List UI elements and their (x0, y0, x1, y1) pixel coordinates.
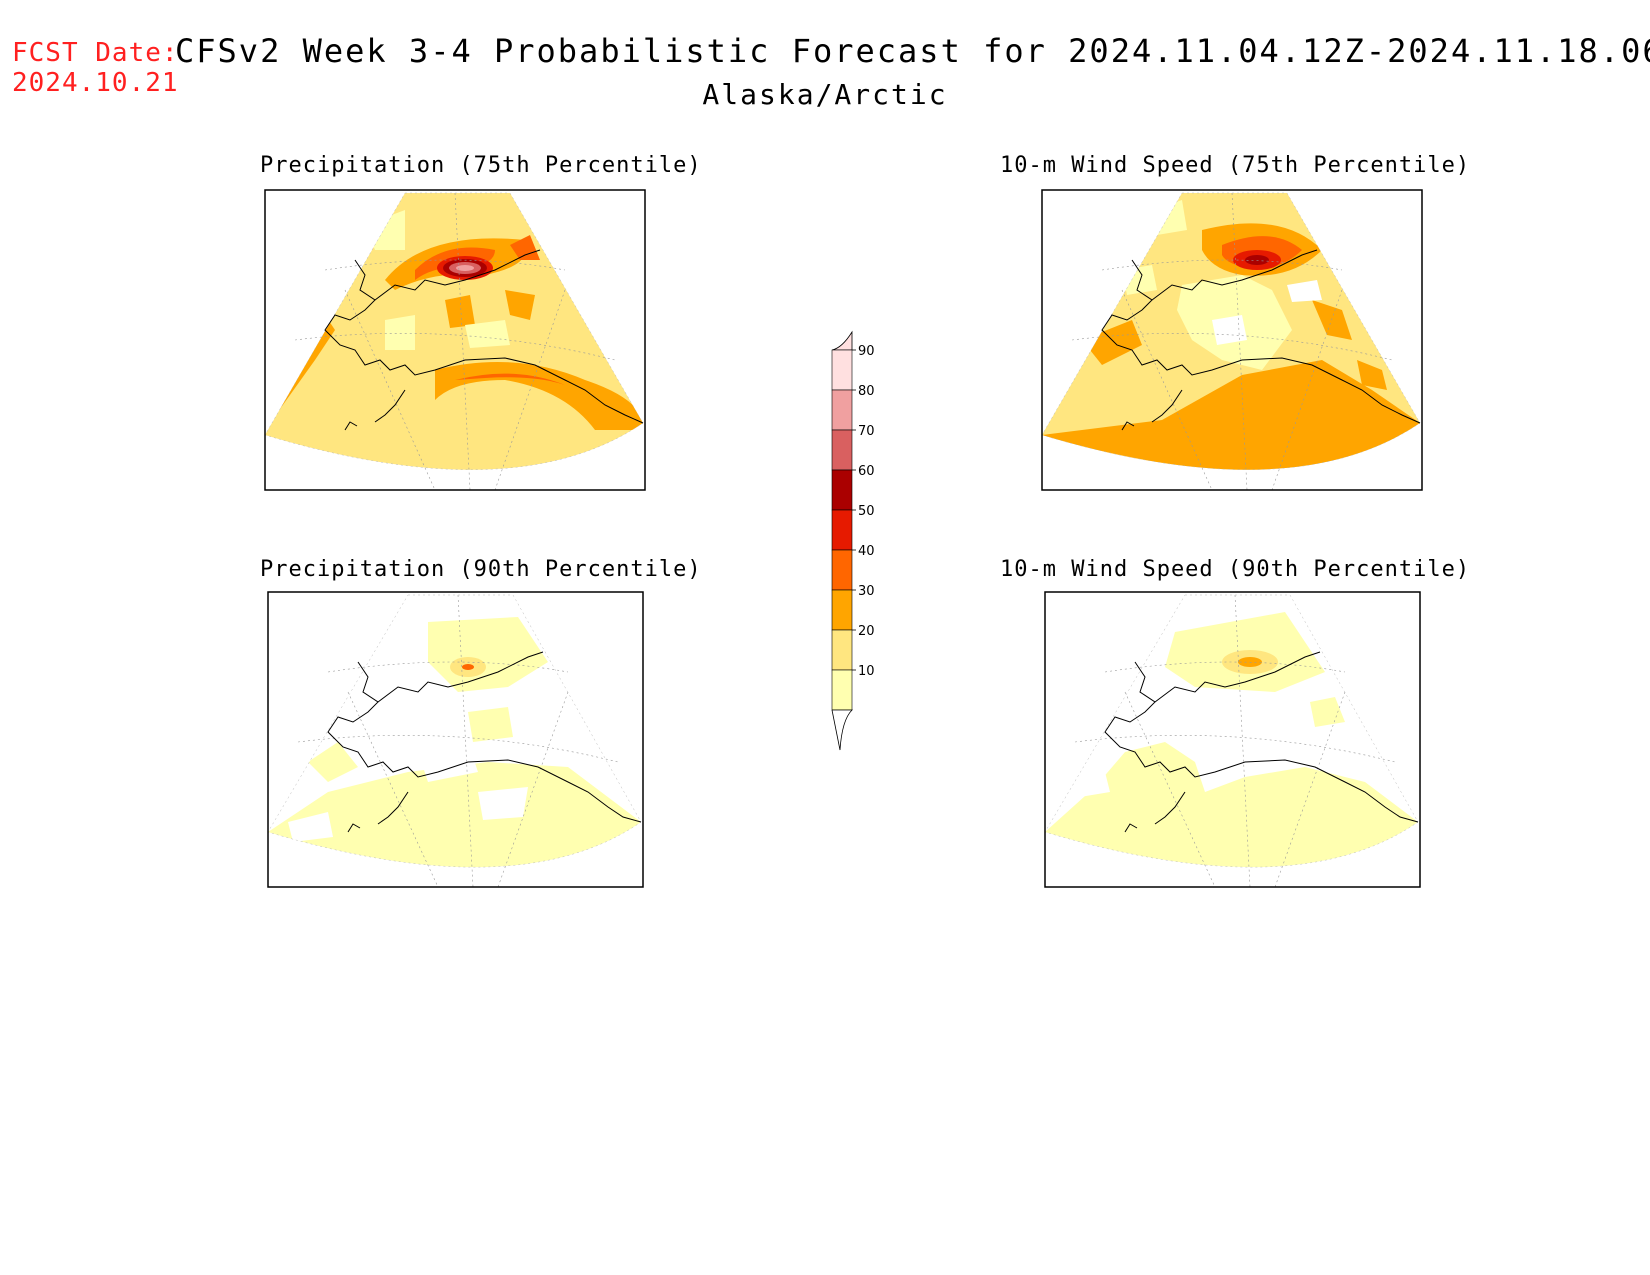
colorbar-label: 50 (858, 504, 875, 519)
colorbar-label: 70 (858, 424, 875, 439)
colorbar-top-arrow (831, 330, 853, 351)
panel-title-wind75: 10-m Wind Speed (75th Percentile) (1000, 153, 1471, 178)
colorbar: 90 80 70 60 50 40 30 20 10 (831, 330, 875, 751)
fcst-date-value: 2024.10.21 (12, 68, 179, 98)
colorbar-bin-40 (831, 549, 853, 591)
forecast-date-block: FCST Date: 2024.10.21 (12, 38, 179, 98)
region-subtitle: Alaska/Arctic (702, 78, 948, 111)
map-wind90 (1044, 594, 1419, 888)
colorbar-label: 40 (858, 544, 875, 559)
panel-title-precip90: Precipitation (90th Percentile) (260, 557, 702, 582)
panel-title-wind90: 10-m Wind Speed (90th Percentile) (1000, 557, 1471, 582)
colorbar-label: 30 (858, 584, 875, 599)
colorbar-bin-50 (831, 509, 853, 551)
colorbar-bin-10 (831, 669, 853, 711)
fcst-date-label: FCST Date: (12, 38, 179, 68)
frame-wind90 (1044, 591, 1421, 888)
frame-precip75 (264, 189, 646, 491)
page-title: CFSv2 Week 3-4 Probabilistic Forecast fo… (175, 32, 1650, 70)
colorbar-bin-90 (831, 349, 853, 391)
frame-precip90 (267, 591, 644, 888)
map-precip75 (264, 192, 644, 491)
frame-wind75 (1041, 189, 1423, 491)
panel-title-precip75: Precipitation (75th Percentile) (260, 153, 702, 178)
colorbar-label: 80 (858, 384, 875, 399)
colorbar-bin-30 (831, 589, 853, 631)
colorbar-bin-60 (831, 469, 853, 511)
map-wind75 (1041, 192, 1421, 491)
colorbar-label: 20 (858, 624, 875, 639)
colorbar-label: 90 (858, 344, 875, 359)
colorbar-bin-80 (831, 389, 853, 431)
colorbar-bottom-arrow (831, 709, 853, 751)
colorbar-label: 10 (858, 664, 875, 679)
colorbar-label: 60 (858, 464, 875, 479)
colorbar-bin-70 (831, 429, 853, 471)
colorbar-bin-20 (831, 629, 853, 671)
map-precip90 (267, 594, 642, 888)
